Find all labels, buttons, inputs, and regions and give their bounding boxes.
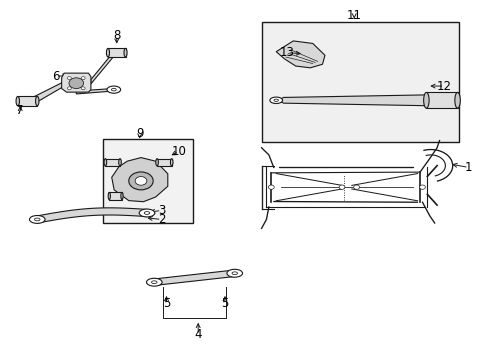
Circle shape — [135, 177, 146, 185]
Circle shape — [268, 185, 274, 189]
Circle shape — [67, 87, 71, 90]
Ellipse shape — [454, 93, 459, 108]
Ellipse shape — [170, 159, 173, 166]
Circle shape — [69, 78, 83, 89]
Text: 3: 3 — [158, 204, 165, 217]
Text: 5: 5 — [221, 297, 228, 310]
Text: 10: 10 — [171, 145, 186, 158]
Ellipse shape — [226, 269, 242, 277]
Text: 11: 11 — [346, 9, 361, 22]
Polygon shape — [91, 51, 114, 84]
Ellipse shape — [29, 216, 45, 224]
Ellipse shape — [121, 192, 123, 199]
Bar — [105, 159, 120, 166]
Ellipse shape — [104, 159, 106, 166]
Text: 8: 8 — [113, 29, 120, 42]
Ellipse shape — [156, 159, 158, 166]
Bar — [426, 93, 457, 108]
Polygon shape — [276, 41, 325, 68]
Text: 5: 5 — [163, 297, 170, 310]
Ellipse shape — [124, 48, 127, 57]
Bar — [18, 96, 37, 106]
Ellipse shape — [146, 278, 162, 286]
Ellipse shape — [269, 97, 282, 104]
Text: 4: 4 — [194, 328, 202, 341]
Ellipse shape — [36, 96, 39, 106]
Text: 6: 6 — [52, 69, 60, 82]
Circle shape — [81, 87, 85, 90]
Text: 13: 13 — [280, 46, 294, 59]
Text: 12: 12 — [436, 80, 451, 93]
Ellipse shape — [423, 93, 428, 108]
Text: 2: 2 — [158, 213, 165, 226]
Polygon shape — [32, 82, 63, 105]
Circle shape — [81, 77, 85, 80]
Text: 7: 7 — [17, 104, 24, 117]
Polygon shape — [37, 208, 147, 223]
Circle shape — [128, 172, 153, 190]
Bar — [103, 139, 193, 223]
Bar — [108, 48, 125, 57]
Circle shape — [353, 185, 359, 189]
Bar — [157, 159, 171, 166]
Ellipse shape — [139, 209, 155, 217]
Circle shape — [338, 185, 344, 189]
Text: 1: 1 — [464, 161, 471, 174]
Ellipse shape — [119, 159, 121, 166]
Polygon shape — [61, 73, 91, 92]
Circle shape — [419, 185, 425, 189]
Bar — [109, 192, 122, 199]
Polygon shape — [76, 89, 113, 94]
Polygon shape — [278, 95, 424, 106]
Ellipse shape — [16, 96, 20, 106]
Text: 9: 9 — [136, 127, 143, 140]
Ellipse shape — [107, 86, 121, 93]
Ellipse shape — [106, 48, 109, 57]
Bar — [261, 22, 458, 142]
Polygon shape — [111, 158, 167, 202]
Polygon shape — [153, 270, 235, 285]
Ellipse shape — [108, 192, 110, 199]
Circle shape — [67, 77, 71, 80]
